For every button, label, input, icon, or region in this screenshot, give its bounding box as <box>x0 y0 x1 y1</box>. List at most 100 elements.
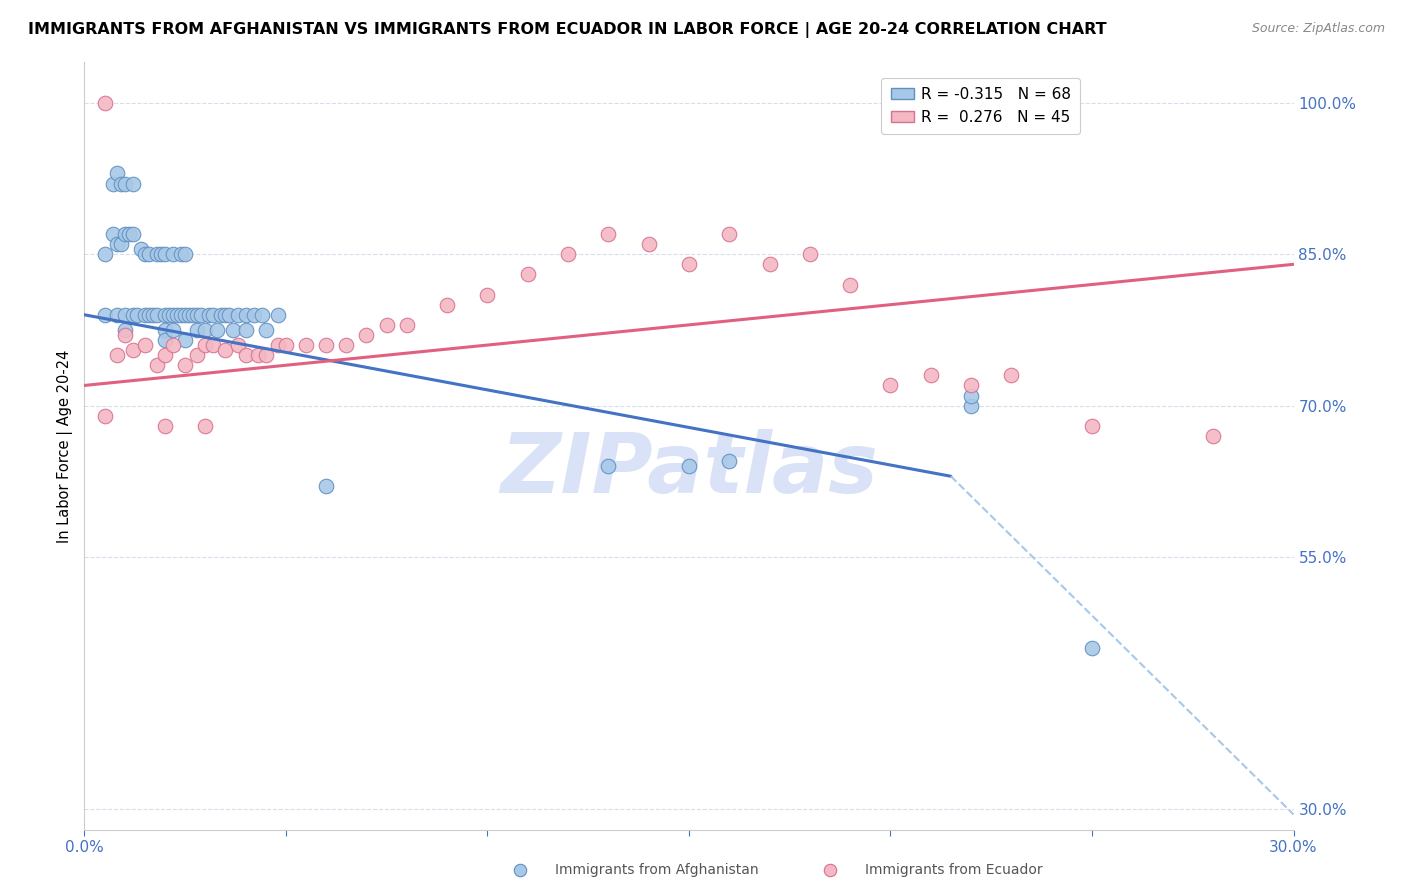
Point <box>477 287 499 301</box>
Point <box>93 95 115 110</box>
Point <box>395 318 418 332</box>
Point <box>174 247 197 261</box>
Point <box>179 308 201 322</box>
Point <box>960 399 983 413</box>
Point <box>118 227 141 241</box>
Point <box>254 348 277 362</box>
Point <box>146 308 169 322</box>
Point <box>101 177 124 191</box>
Point <box>190 308 212 322</box>
Point <box>101 227 124 241</box>
Point <box>105 166 128 180</box>
Point <box>637 237 659 252</box>
Point <box>678 459 700 474</box>
Point <box>202 308 225 322</box>
Point <box>1202 429 1225 443</box>
Point <box>146 358 169 372</box>
Point <box>758 257 780 271</box>
Point <box>138 247 160 261</box>
Point <box>242 308 264 322</box>
Point <box>121 343 143 357</box>
Point <box>170 247 193 261</box>
Point <box>110 177 132 191</box>
Point <box>194 323 217 337</box>
Point <box>194 338 217 352</box>
Point <box>153 333 176 347</box>
Point <box>114 227 136 241</box>
Point <box>134 308 156 322</box>
Point <box>134 338 156 352</box>
Point <box>125 308 148 322</box>
Point <box>960 378 983 392</box>
Point <box>222 323 245 337</box>
Point <box>110 237 132 252</box>
Point <box>254 323 277 337</box>
Point <box>214 343 236 357</box>
Point <box>218 308 240 322</box>
Point <box>1000 368 1022 383</box>
Point <box>235 348 257 362</box>
Point <box>295 338 318 352</box>
Point <box>516 268 538 282</box>
Point <box>134 247 156 261</box>
Y-axis label: In Labor Force | Age 20-24: In Labor Force | Age 20-24 <box>58 350 73 542</box>
Point <box>105 237 128 252</box>
Point <box>678 257 700 271</box>
Point <box>105 308 128 322</box>
Point <box>267 338 290 352</box>
Point <box>274 338 297 352</box>
Point <box>149 247 172 261</box>
Point <box>114 328 136 343</box>
Point <box>153 323 176 337</box>
Legend: R = -0.315   N = 68, R =  0.276   N = 45: R = -0.315 N = 68, R = 0.276 N = 45 <box>882 78 1080 134</box>
Point <box>186 348 208 362</box>
Point <box>246 348 269 362</box>
Point <box>138 308 160 322</box>
Text: ZIPatlas: ZIPatlas <box>501 428 877 509</box>
Point <box>174 308 197 322</box>
Point <box>598 227 620 241</box>
Point <box>174 333 197 347</box>
Point <box>153 308 176 322</box>
Point <box>162 323 184 337</box>
Point <box>335 338 357 352</box>
Point <box>250 308 273 322</box>
Point <box>315 338 337 352</box>
Point <box>114 308 136 322</box>
Point <box>598 459 620 474</box>
Point <box>166 308 188 322</box>
Point <box>209 308 232 322</box>
Point <box>718 227 741 241</box>
Point <box>162 338 184 352</box>
Point <box>157 308 180 322</box>
Point <box>920 368 942 383</box>
Point <box>839 277 862 292</box>
Point <box>198 308 221 322</box>
Point <box>718 454 741 468</box>
Point <box>960 388 983 402</box>
Point <box>186 323 208 337</box>
Point <box>799 247 821 261</box>
Point <box>146 247 169 261</box>
Point <box>93 308 115 322</box>
Point <box>153 247 176 261</box>
Point <box>162 247 184 261</box>
Point <box>194 418 217 433</box>
Point <box>557 247 579 261</box>
Point <box>93 409 115 423</box>
Point <box>202 338 225 352</box>
Point <box>186 308 208 322</box>
Point <box>142 308 165 322</box>
Point <box>129 242 152 256</box>
Point <box>214 308 236 322</box>
Point <box>356 328 378 343</box>
Point <box>105 348 128 362</box>
Point <box>114 177 136 191</box>
Point <box>235 308 257 322</box>
Point <box>1081 640 1104 655</box>
Point <box>315 479 337 493</box>
Point <box>121 177 143 191</box>
Point <box>153 418 176 433</box>
Point <box>235 323 257 337</box>
Point <box>170 308 193 322</box>
